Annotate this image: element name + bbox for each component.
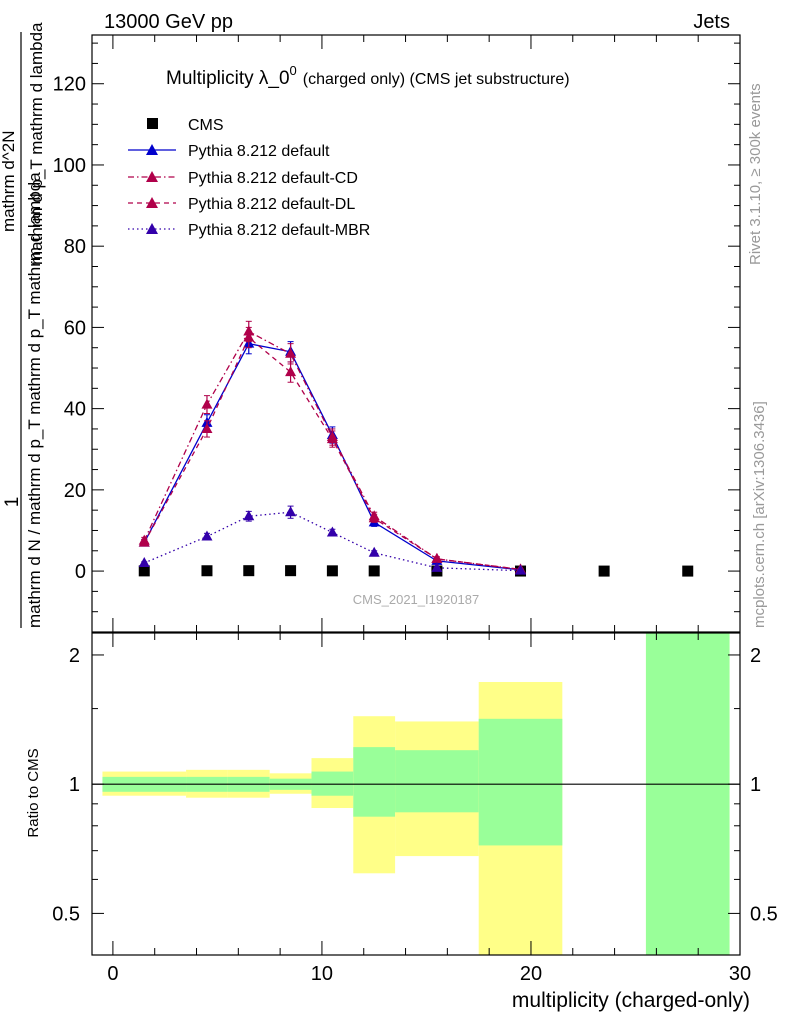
legend-label-cms: CMS: [188, 117, 224, 134]
main-ytick-label: 0: [75, 561, 86, 583]
data-point-cms: [326, 565, 338, 577]
ratio-band-inner: [645, 633, 730, 955]
data-point-mbr: [243, 510, 255, 521]
legend-marker-mbr: [146, 223, 158, 234]
data-point-mbr: [326, 526, 338, 537]
data-point-dl: [431, 552, 443, 563]
main-ytick-label: 100: [53, 155, 86, 177]
analysis-watermark: CMS_2021_I1920187: [353, 592, 480, 607]
legend-label-dl: Pythia 8.212 default-DL: [188, 196, 355, 213]
main-plot-title: Multiplicity λ_00 (charged only) (CMS jet…: [166, 63, 570, 89]
ratio-ytick-label: 2: [69, 645, 80, 667]
data-point-mbr: [515, 564, 527, 575]
main-ytick-label: 40: [64, 399, 86, 421]
ratio-xtick-label: 10: [311, 963, 333, 985]
data-point-cms: [598, 565, 610, 577]
legend-label-mbr: Pythia 8.212 default-MBR: [188, 222, 370, 239]
title-main: Multiplicity λ_0: [166, 68, 290, 89]
main-ytick-label: 20: [64, 480, 86, 502]
legend-marker-cd: [146, 171, 158, 182]
data-point-cms: [285, 565, 297, 577]
data-point-cd: [285, 347, 297, 358]
legend-marker-default: [146, 144, 158, 155]
ratio-axes: 0.5 0.51 12 20 10 20 30: [52, 633, 778, 985]
data-point-cd: [201, 398, 213, 409]
data-point-dl: [285, 366, 297, 377]
ratio-ytick-label-right: 2: [750, 645, 761, 667]
data-point-dl: [201, 422, 213, 433]
data-point-mbr: [138, 556, 150, 567]
data-point-cms: [368, 565, 380, 577]
series-line-dl: [143, 336, 521, 571]
ratio-xtick-label: 20: [520, 963, 542, 985]
data-point-cms: [243, 565, 255, 577]
legend-marker-cms: [147, 118, 158, 129]
ratio-band-inner: [395, 750, 479, 813]
ratio-xtick-label: 30: [729, 963, 751, 985]
main-ytick-label: 120: [53, 74, 86, 96]
ylabel-numerator: 1: [2, 497, 23, 508]
ratio-ytick-label: 0.5: [52, 903, 80, 925]
data-point-mbr: [285, 506, 297, 517]
data-point-mbr: [431, 561, 443, 572]
ratio-ytick-label-right: 1: [750, 774, 761, 796]
ratio-band-inner: [353, 747, 396, 817]
data-point-dl: [326, 433, 338, 444]
ylabel-right-line: mathrm d^2N: [0, 130, 18, 232]
data-point-mbr: [368, 546, 380, 557]
legend-label-default: Pythia 8.212 default: [188, 143, 330, 160]
ratio-band-inner: [478, 718, 563, 846]
main-y-axis-label: 1 mathrm d N / mathrm d p_T mathrm d p_T…: [0, 22, 46, 628]
rivet-label: Rivet 3.1.10, ≥ 300k events: [747, 83, 764, 265]
ratio-ytick-label: 1: [69, 774, 80, 796]
series-line-default: [143, 342, 521, 571]
mcplots-label: mcplots.cern.ch [arXiv:1306.3436]: [751, 401, 768, 628]
ratio-bands: [102, 633, 730, 955]
data-point-dl: [138, 536, 150, 547]
main-ytick-label: 60: [64, 317, 86, 339]
main-axes: 0 20 40 60 80 100 120: [53, 35, 741, 632]
energy-label: 13000 GeV pp: [104, 11, 233, 33]
legend-label-cd: Pythia 8.212 default-CD: [188, 170, 358, 187]
data-point-cms: [201, 565, 213, 577]
main-plot-frame: [91, 34, 741, 633]
legend: CMS Pythia 8.212 default Pythia 8.212 de…: [128, 117, 370, 239]
title-sub: (charged only) (CMS jet substructure): [303, 71, 570, 88]
ylabel-right-line2: mathrm d p_T mathrm d lambda: [27, 22, 46, 265]
legend-marker-dl: [146, 197, 158, 208]
ylabel-denominator: mathrm d N / mathrm d p_T mathrm d p_T m…: [25, 172, 44, 628]
data-point-cms: [682, 565, 694, 577]
data-point-cms: [138, 565, 150, 577]
ratio-xlabel: multiplicity (charged-only): [512, 989, 750, 1012]
data-point-dl: [243, 331, 255, 342]
ratio-ylabel: Ratio to CMS: [25, 748, 42, 837]
svg-text:Multiplicity λ_00(charged only: Multiplicity λ_00 (charged only) (CMS jet…: [166, 63, 570, 89]
data-point-dl: [368, 512, 380, 523]
title-sup: 0: [290, 63, 297, 78]
main-ytick-label: 80: [64, 236, 86, 258]
ratio-ytick-label-right: 0.5: [750, 903, 778, 925]
ratio-plot-frame: [91, 632, 741, 956]
ratio-xtick-label: 0: [107, 963, 118, 985]
data-point-mbr: [201, 530, 213, 541]
main-series: [138, 320, 694, 577]
category-label: Jets: [693, 11, 730, 33]
